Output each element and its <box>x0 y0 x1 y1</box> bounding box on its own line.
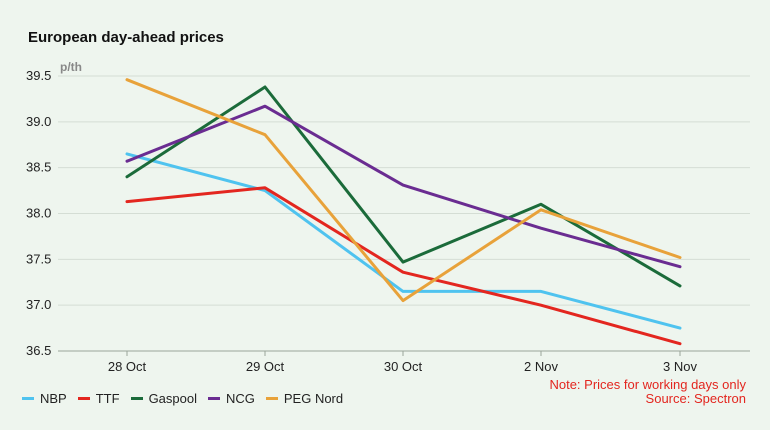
series-line-nbp <box>125 152 682 330</box>
legend-item: PEG Nord <box>265 391 344 406</box>
legend-item: NBP <box>22 391 67 406</box>
note-text: Note: Prices for working days only <box>549 377 746 392</box>
y-unit-label: p/th <box>60 60 82 74</box>
series-line-ncg <box>125 104 682 269</box>
legend-label: NBP <box>40 391 67 406</box>
legend-item: NCG <box>207 391 255 406</box>
x-tick-label: 29 Oct <box>246 359 285 374</box>
gridlines <box>58 75 750 352</box>
x-tick-label: 3 Nov <box>663 359 697 374</box>
series-line-peg-nord <box>125 78 682 303</box>
legend-item: TTF <box>77 391 120 406</box>
legend-swatch <box>265 397 278 400</box>
legend-swatch <box>207 397 220 400</box>
footnote: Note: Prices for working days only Sourc… <box>549 378 746 406</box>
legend-swatch <box>130 397 143 400</box>
y-tick-label: 38.0 <box>26 206 51 221</box>
legend-label: Gaspool <box>148 391 197 406</box>
x-tick-label: 2 Nov <box>524 359 558 374</box>
legend-label: PEG Nord <box>283 391 344 406</box>
legend-label: TTF <box>95 391 120 406</box>
y-tick-label: 36.5 <box>26 343 51 358</box>
y-tick-label: 38.5 <box>26 160 51 175</box>
legend-item: Gaspool <box>130 391 197 406</box>
series-lines <box>125 78 682 346</box>
axes: 36.5 37.0 37.5 38.0 38.5 39.0 39.5 p/th 28 Oct 29… <box>26 60 697 374</box>
source-text: Source: Spectron <box>645 391 746 406</box>
y-tick-label: 39.0 <box>26 114 51 129</box>
legend-swatch <box>77 397 90 400</box>
y-tick-label: 37.5 <box>26 251 51 266</box>
legend-label: NCG <box>225 391 255 406</box>
chart-title: European day-ahead prices <box>28 29 224 46</box>
x-tick-label: 30 Oct <box>384 359 423 374</box>
y-tick-label: 37.0 <box>26 297 51 312</box>
legend-swatch <box>22 397 34 400</box>
y-tick-label: 39.5 <box>26 68 51 83</box>
legend: NBP TTF Gaspool NCG PEG Nord <box>22 391 354 406</box>
x-tick-label: 28 Oct <box>108 359 147 374</box>
series-line-ttf <box>125 186 682 346</box>
